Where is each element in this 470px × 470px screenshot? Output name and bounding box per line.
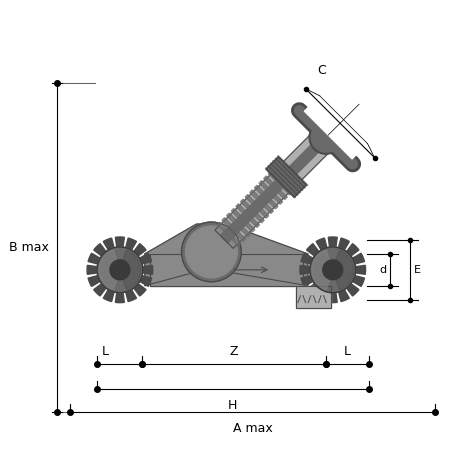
Text: L: L (344, 345, 351, 358)
Polygon shape (306, 243, 319, 256)
Polygon shape (88, 275, 100, 286)
Polygon shape (222, 218, 246, 241)
Circle shape (186, 226, 237, 278)
Polygon shape (215, 128, 335, 248)
Polygon shape (150, 270, 303, 286)
Circle shape (181, 222, 241, 282)
Polygon shape (346, 243, 359, 256)
Polygon shape (312, 250, 333, 290)
Circle shape (310, 247, 356, 293)
Text: H: H (228, 399, 237, 412)
Polygon shape (306, 283, 319, 296)
Polygon shape (301, 275, 313, 286)
Polygon shape (145, 224, 308, 286)
Polygon shape (241, 199, 264, 223)
Bar (296, 286, 331, 307)
Polygon shape (220, 133, 329, 243)
Circle shape (309, 120, 343, 154)
Polygon shape (328, 292, 337, 303)
Polygon shape (115, 237, 125, 247)
Polygon shape (227, 213, 250, 237)
Polygon shape (333, 250, 353, 290)
Text: d: d (379, 265, 386, 275)
Polygon shape (250, 190, 274, 213)
Polygon shape (268, 172, 292, 195)
Polygon shape (88, 253, 100, 264)
Polygon shape (133, 243, 146, 256)
Polygon shape (355, 266, 366, 274)
Polygon shape (301, 253, 313, 264)
Polygon shape (236, 204, 259, 227)
Polygon shape (150, 254, 303, 270)
Polygon shape (352, 253, 365, 264)
Polygon shape (304, 80, 383, 159)
Text: L: L (102, 345, 109, 358)
Polygon shape (94, 283, 106, 296)
Polygon shape (103, 290, 114, 302)
Circle shape (110, 260, 130, 280)
Polygon shape (264, 176, 287, 200)
Polygon shape (115, 292, 125, 303)
Circle shape (97, 247, 143, 293)
Polygon shape (133, 283, 146, 296)
Polygon shape (352, 275, 365, 286)
Polygon shape (245, 195, 269, 218)
Text: B max: B max (9, 241, 49, 254)
Polygon shape (338, 290, 349, 302)
Circle shape (311, 122, 341, 152)
Polygon shape (266, 168, 296, 198)
Polygon shape (328, 237, 337, 247)
Text: A max: A max (233, 422, 273, 435)
Polygon shape (275, 158, 306, 188)
Polygon shape (259, 180, 282, 204)
Polygon shape (266, 157, 306, 197)
Circle shape (323, 260, 343, 280)
Polygon shape (338, 238, 349, 250)
Polygon shape (316, 290, 327, 302)
Text: C: C (318, 64, 326, 77)
Bar (296, 286, 331, 307)
Polygon shape (99, 250, 120, 290)
Polygon shape (87, 266, 97, 274)
Polygon shape (120, 250, 141, 290)
Polygon shape (217, 222, 241, 246)
Polygon shape (273, 160, 303, 191)
Text: E: E (414, 265, 421, 275)
Polygon shape (300, 266, 310, 274)
Polygon shape (268, 165, 298, 196)
Polygon shape (140, 253, 152, 264)
Polygon shape (125, 290, 136, 302)
Polygon shape (254, 185, 278, 209)
Polygon shape (94, 243, 106, 256)
Polygon shape (231, 208, 255, 232)
Text: Z: Z (229, 345, 238, 358)
Polygon shape (103, 238, 114, 250)
Polygon shape (140, 275, 152, 286)
Polygon shape (346, 283, 359, 296)
Polygon shape (278, 156, 308, 186)
Polygon shape (270, 163, 300, 193)
Polygon shape (316, 238, 327, 250)
Polygon shape (142, 266, 153, 274)
Polygon shape (125, 238, 136, 250)
